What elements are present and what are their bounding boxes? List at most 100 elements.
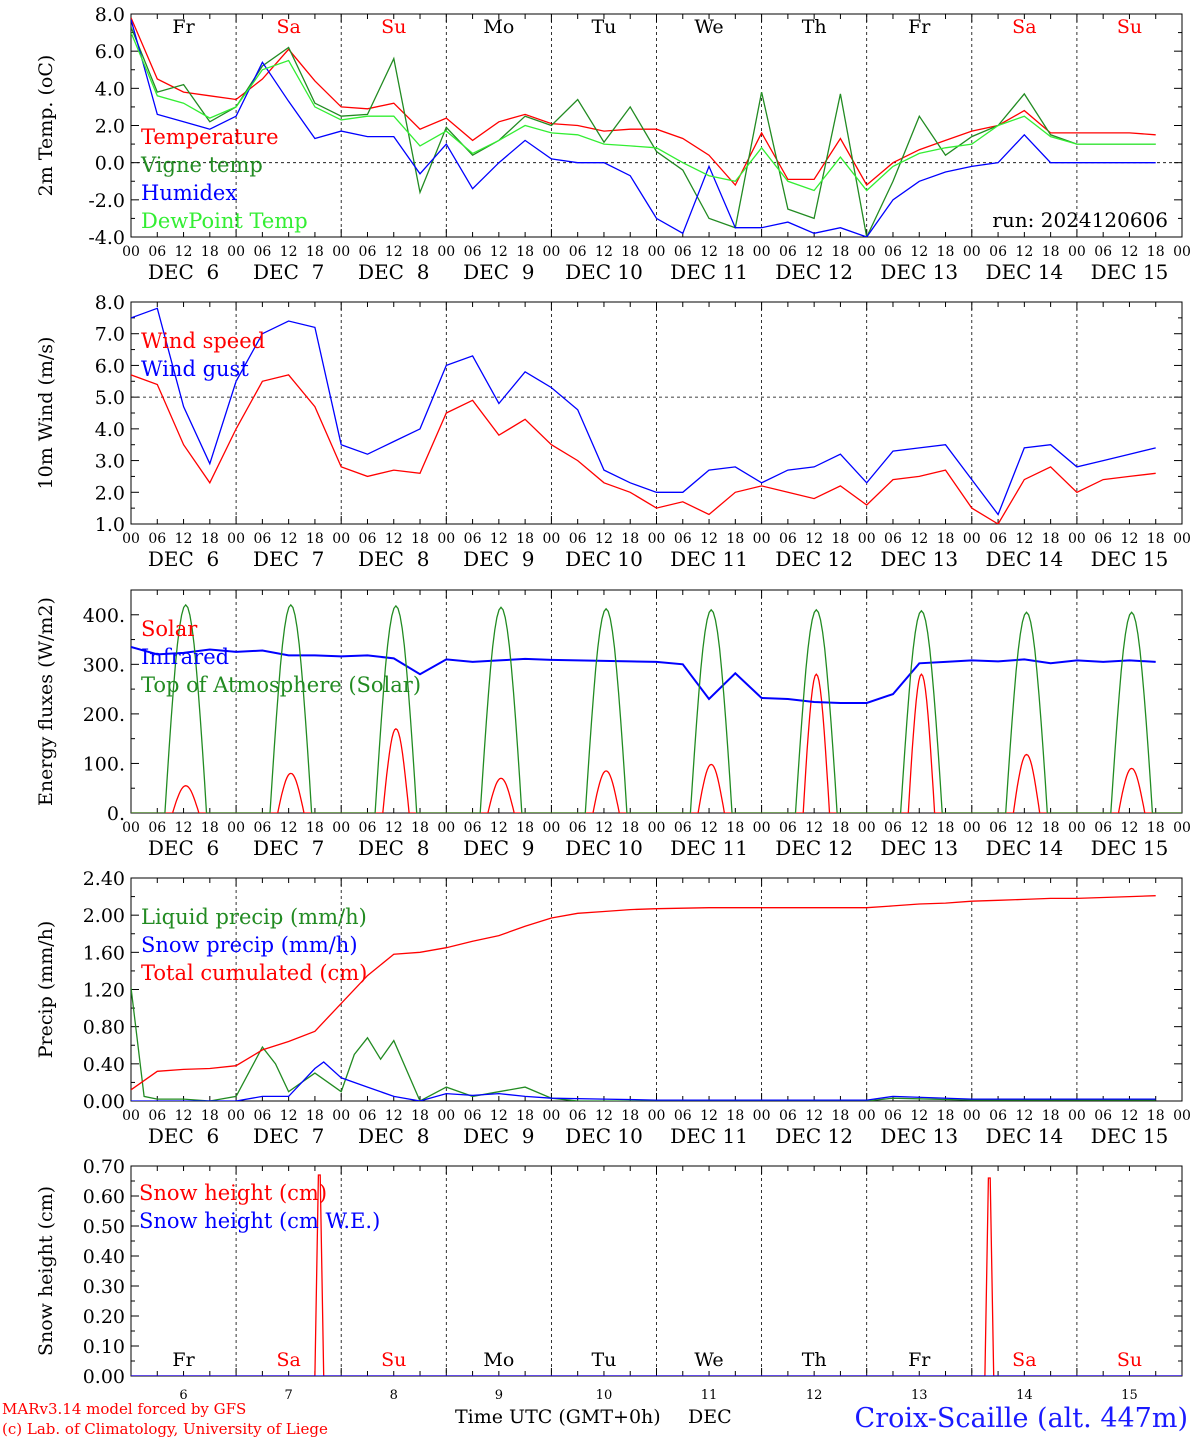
y-tick-label: 0.30 [83, 1276, 125, 1298]
hour-tick-label: 12 [700, 1108, 718, 1124]
hour-tick-label: 06 [359, 244, 377, 260]
date-label: DEC 10 [565, 836, 643, 860]
hour-tick-label: 00 [227, 244, 245, 260]
series-group [131, 307, 1156, 524]
hour-tick-label: 00 [648, 820, 666, 836]
series-line-wind-speed [131, 374, 1156, 524]
hour-tick-label: 00 [753, 820, 771, 836]
hour-tick-label: 18 [1042, 531, 1060, 547]
hour-tick-label: 00 [1068, 1108, 1086, 1124]
date-label: DEC 13 [880, 836, 958, 860]
legend-entry: Snow height (cm W.E.) [139, 1209, 380, 1233]
day-number-label: 6 [179, 1388, 187, 1403]
hour-tick-label: 18 [306, 1108, 324, 1124]
hour-tick-label: 18 [306, 531, 324, 547]
hour-tick-label: 12 [1015, 531, 1033, 547]
weekday-label: Su [1117, 16, 1142, 38]
hour-tick-label: 00 [437, 820, 455, 836]
hour-tick-label: 18 [201, 1108, 219, 1124]
date-label: DEC 8 [358, 1124, 429, 1148]
hour-tick-label: 18 [937, 531, 955, 547]
hour-tick-label: 06 [464, 820, 482, 836]
hour-tick-label: 06 [253, 1108, 271, 1124]
weekday-label: Fr [172, 1349, 195, 1371]
hour-tick-label: 18 [621, 244, 639, 260]
date-label: DEC 14 [985, 1124, 1063, 1148]
hour-tick-label: 00 [963, 244, 981, 260]
weekday-label: Mo [483, 1349, 514, 1371]
date-label: DEC 13 [880, 260, 958, 284]
y-tick-label: 2.40 [83, 868, 125, 890]
legend-entry: Wind gust [141, 357, 249, 381]
date-label: DEC 6 [148, 260, 219, 284]
series-line-dewpoint-temp [131, 32, 1156, 192]
y-tick-label: 6.0 [95, 355, 125, 377]
hour-tick-label: 00 [648, 244, 666, 260]
y-axis-label: 10m Wind (m/s) [35, 337, 57, 490]
y-tick-label: 6.0 [95, 41, 125, 63]
hour-tick-label: 00 [1068, 244, 1086, 260]
hour-tick-label: 06 [1094, 820, 1112, 836]
hour-tick-label: 18 [937, 244, 955, 260]
y-tick-label: 5.0 [95, 387, 125, 409]
hour-tick-label: 06 [989, 531, 1007, 547]
date-label: DEC 13 [880, 547, 958, 571]
day-number-label: 15 [1121, 1388, 1138, 1403]
weekday-label: Sa [1012, 16, 1036, 38]
station-title: Croix-Scaille (alt. 447m) [855, 1403, 1188, 1434]
hour-tick-label: 12 [595, 244, 613, 260]
hour-tick-label: 06 [674, 244, 692, 260]
hour-tick-label: 06 [253, 531, 271, 547]
hour-tick-label: 12 [175, 244, 193, 260]
hour-tick-label: 12 [175, 1108, 193, 1124]
series-line-vigne-temp [131, 26, 1156, 237]
hour-tick-label: 12 [385, 1108, 403, 1124]
hour-tick-label: 12 [910, 244, 928, 260]
hour-tick-label: 18 [516, 531, 534, 547]
hour-tick-label: 06 [253, 244, 271, 260]
y-tick-label: 0.70 [83, 1156, 125, 1178]
hour-tick-label: 00 [227, 820, 245, 836]
hour-tick-label: 12 [175, 531, 193, 547]
y-tick-label: 1.0 [95, 514, 125, 536]
hour-tick-label: 18 [516, 1108, 534, 1124]
hour-tick-label: 12 [1121, 244, 1139, 260]
y-tick-label: 0.10 [83, 1336, 125, 1358]
hour-tick-label: 12 [595, 820, 613, 836]
hour-tick-label: 06 [884, 531, 902, 547]
date-label: DEC 7 [253, 260, 324, 284]
y-tick-label: -2.0 [88, 190, 125, 212]
y-tick-label: 0.20 [83, 1306, 125, 1328]
hour-tick-label: 00 [542, 244, 560, 260]
legend-entry: DewPoint Temp [141, 209, 308, 233]
hour-tick-label: 00 [122, 1108, 140, 1124]
legend-entry: Infrared [141, 645, 229, 669]
date-label: DEC 10 [565, 260, 643, 284]
hour-tick-label: 00 [858, 244, 876, 260]
hour-tick-label: 12 [1015, 1108, 1033, 1124]
hour-tick-label: 18 [726, 244, 744, 260]
date-label: DEC 9 [463, 260, 534, 284]
hour-tick-label: 00 [753, 244, 771, 260]
hour-tick-label: 00 [753, 1108, 771, 1124]
y-tick-label: 8.0 [95, 4, 125, 26]
series-line-wind-gust [131, 307, 1156, 516]
hour-tick-label: 12 [280, 820, 298, 836]
date-label: DEC 11 [670, 1124, 748, 1148]
hour-tick-label: 06 [464, 531, 482, 547]
series-line-total-cumulated-cm- [131, 895, 1156, 1091]
hour-tick-label: 12 [175, 820, 193, 836]
weekday-label: Fr [908, 16, 931, 38]
hour-tick-label: 12 [280, 1108, 298, 1124]
chart-panel-2: 1.0 2.0 3.0 4.0 5.0 6.0 7.0 8.0 10m Wind (m/s) 00… [35, 292, 1191, 571]
hour-tick-label: 12 [280, 531, 298, 547]
hour-tick-label: 06 [569, 531, 587, 547]
date-label: DEC 8 [358, 547, 429, 571]
date-label: DEC 6 [148, 836, 219, 860]
y-tick-label: 2.00 [83, 905, 125, 927]
hour-tick-label: 18 [621, 531, 639, 547]
hour-tick-label: 18 [621, 1108, 639, 1124]
weekday-label: We [694, 16, 723, 38]
hour-tick-label: 12 [1121, 531, 1139, 547]
y-tick-label: 0.50 [83, 1216, 125, 1238]
